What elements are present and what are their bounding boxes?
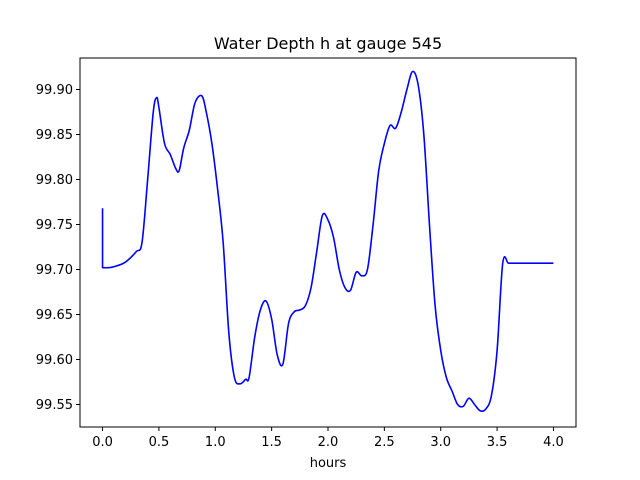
x-axis-label: hours: [310, 456, 347, 471]
x-tick-label: 0.0: [92, 435, 113, 450]
y-axis: 99.55 99.60 99.65 99.70 99.75 99.80 99.85 99.90: [36, 83, 80, 413]
x-tick-label: 3.0: [430, 435, 451, 450]
x-axis: 0.0 0.5 1.0 1.5 2.0 2.5 3.0 3.5 4.0: [92, 427, 564, 450]
plot-frame: [79, 57, 577, 428]
x-tick-label: 1.5: [261, 435, 282, 450]
x-tick-label: 2.0: [318, 435, 339, 450]
y-tick-label: 99.80: [36, 173, 73, 188]
y-tick-label: 99.55: [36, 398, 73, 413]
y-tick-label: 99.85: [36, 128, 73, 143]
chart-title: Water Depth h at gauge 545: [214, 34, 442, 53]
x-tick-label: 2.5: [374, 435, 395, 450]
x-tick-label: 0.5: [149, 435, 170, 450]
series-layer: [101, 70, 554, 413]
x-tick-label: 3.5: [487, 435, 508, 450]
y-tick-label: 99.75: [36, 218, 73, 233]
x-tick-label: 4.0: [543, 435, 564, 450]
y-tick-label: 99.65: [36, 308, 73, 323]
x-tick-label: 1.0: [205, 435, 226, 450]
y-tick-label: 99.70: [36, 263, 73, 278]
plot-area: [80, 58, 576, 427]
y-tick-label: 99.90: [36, 83, 73, 98]
series-line-0: [101, 70, 554, 413]
y-tick-label: 99.60: [36, 353, 73, 368]
